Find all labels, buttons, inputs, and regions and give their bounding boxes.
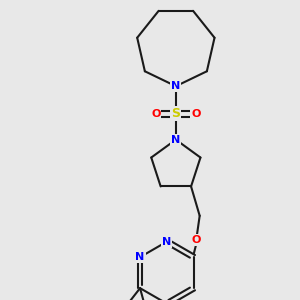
Text: N: N (162, 237, 172, 247)
Text: N: N (171, 135, 181, 145)
Text: S: S (171, 107, 180, 120)
Text: N: N (135, 252, 145, 262)
Text: O: O (151, 109, 160, 119)
Text: O: O (191, 109, 200, 119)
Text: N: N (171, 81, 181, 91)
Text: O: O (191, 235, 201, 245)
